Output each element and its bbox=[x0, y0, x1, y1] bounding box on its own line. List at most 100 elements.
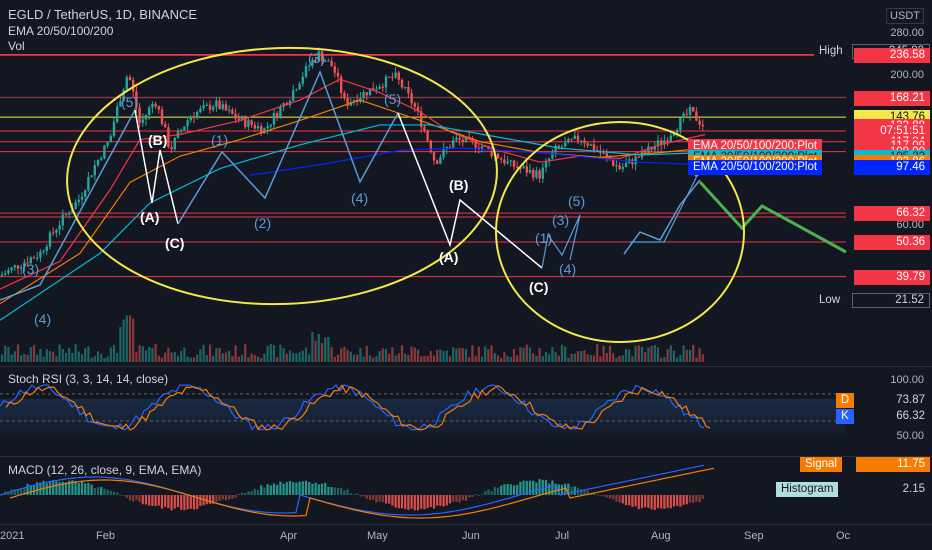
candle-body bbox=[333, 66, 336, 73]
macd-histogram-bar bbox=[445, 495, 448, 506]
macd-histogram-bar bbox=[631, 495, 634, 508]
macd-histogram-bar bbox=[541, 479, 544, 495]
volume-bar bbox=[493, 353, 496, 362]
volume-bar bbox=[109, 347, 112, 362]
macd-histogram-bar bbox=[237, 493, 240, 495]
volume-bar bbox=[189, 357, 192, 362]
macd-histogram-bar bbox=[493, 487, 496, 495]
macd-histogram-bar bbox=[548, 483, 551, 495]
macd-histogram-bar bbox=[397, 495, 400, 509]
macd-histogram-bar bbox=[352, 494, 356, 495]
volume-bar bbox=[237, 356, 240, 362]
macd-histogram-bar bbox=[519, 481, 522, 495]
volume-bar bbox=[634, 345, 637, 362]
candle-body bbox=[346, 98, 349, 106]
volume-bar bbox=[138, 345, 141, 362]
volume-bar bbox=[538, 348, 541, 362]
candle-body bbox=[237, 118, 240, 121]
volume-indicator-label[interactable]: Vol bbox=[8, 39, 25, 53]
macd-histogram-bar bbox=[320, 483, 324, 495]
macd-histogram-bar bbox=[135, 495, 138, 500]
candle-body bbox=[314, 59, 317, 61]
volume-bar bbox=[487, 349, 490, 362]
macd-histogram-bar bbox=[208, 495, 212, 504]
currency-label[interactable]: USDT bbox=[886, 8, 924, 24]
volume-bar bbox=[352, 354, 356, 362]
volume-bar bbox=[301, 350, 304, 362]
candle-body bbox=[90, 175, 93, 178]
macd-histogram-bar bbox=[461, 495, 464, 501]
volume-bar bbox=[420, 356, 423, 362]
volume-bar bbox=[525, 344, 528, 362]
volume-bar bbox=[231, 356, 234, 362]
symbol-title[interactable]: EGLD / TetherUS, 1D, BINANCE bbox=[8, 7, 198, 22]
pane-separator[interactable] bbox=[0, 366, 932, 367]
volume-bar bbox=[685, 349, 688, 362]
macd-histogram-bar bbox=[480, 494, 484, 496]
volume-bar bbox=[432, 355, 436, 362]
macd-histogram-bar bbox=[573, 486, 576, 495]
volume-bar bbox=[474, 356, 477, 362]
candle-body bbox=[234, 114, 237, 119]
candle-body bbox=[692, 107, 695, 112]
time-label-jun: Jun bbox=[462, 530, 480, 542]
macd-signal-line bbox=[9, 467, 715, 519]
ema-indicator-label[interactable]: EMA 20/50/100/200 bbox=[8, 24, 114, 38]
volume-bar bbox=[20, 355, 23, 362]
candle-body bbox=[663, 140, 666, 145]
volume-bar bbox=[103, 357, 106, 362]
candle-body bbox=[637, 156, 640, 158]
macd-histogram-bar bbox=[314, 482, 317, 495]
volume-bar bbox=[509, 357, 512, 362]
macd-histogram-bar bbox=[231, 495, 234, 499]
volume-bar bbox=[320, 343, 324, 362]
candle-body bbox=[160, 109, 164, 125]
macd-histogram-bar bbox=[167, 495, 170, 509]
candle-body bbox=[506, 161, 509, 164]
candle-body bbox=[253, 124, 256, 129]
candle-body bbox=[327, 60, 330, 62]
candle-body bbox=[461, 139, 464, 143]
macd-histogram-bar bbox=[647, 495, 650, 508]
volume-bar bbox=[170, 352, 173, 362]
stoch-rsi-title[interactable]: Stoch RSI (3, 3, 14, 14, close) bbox=[8, 372, 169, 386]
macd-histogram-value: 2.15 bbox=[856, 482, 930, 497]
candle-body bbox=[135, 91, 138, 108]
macd-histogram-bar bbox=[365, 495, 368, 499]
stoch-k-label: K bbox=[836, 409, 854, 424]
volume-bar bbox=[80, 354, 84, 362]
volume-bar bbox=[557, 355, 560, 362]
macd-histogram-bar bbox=[692, 495, 695, 503]
candle-body bbox=[548, 158, 551, 162]
macd-histogram-bar bbox=[624, 495, 628, 506]
volume-bar bbox=[698, 348, 701, 362]
candle-body bbox=[228, 109, 231, 111]
pane-separator[interactable] bbox=[0, 456, 932, 457]
candle-body bbox=[656, 140, 660, 147]
macd-histogram-bar bbox=[48, 480, 52, 495]
candle-body bbox=[464, 137, 468, 143]
wave-label: (4) bbox=[34, 311, 52, 327]
volume-bar bbox=[512, 349, 516, 362]
candle-body bbox=[400, 79, 404, 88]
candle-body bbox=[132, 80, 135, 92]
volume-bar bbox=[500, 357, 503, 362]
volume-bar bbox=[666, 349, 669, 362]
volume-bar bbox=[228, 350, 231, 362]
candle-body bbox=[368, 88, 372, 96]
volume-bar bbox=[186, 356, 189, 362]
volume-bar bbox=[4, 345, 7, 362]
candle-body bbox=[672, 133, 676, 136]
macd-histogram-bar bbox=[52, 480, 55, 495]
volume-bar bbox=[221, 353, 224, 362]
volume-bar bbox=[484, 346, 487, 362]
volume-bar bbox=[52, 351, 55, 362]
macd-histogram-bar bbox=[55, 481, 58, 495]
macd-title[interactable]: MACD (12, 26, close, 9, EMA, EMA) bbox=[8, 463, 202, 477]
candle-body bbox=[330, 60, 333, 67]
volume-bar bbox=[464, 349, 468, 362]
volume-bar bbox=[122, 319, 125, 362]
volume-bar bbox=[477, 346, 480, 362]
